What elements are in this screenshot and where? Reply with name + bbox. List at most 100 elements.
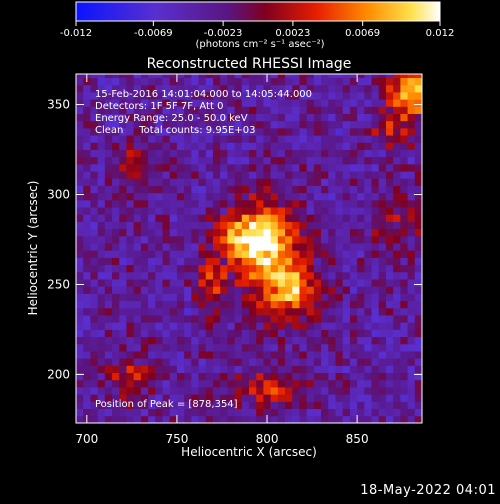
image-pixel <box>83 142 91 150</box>
image-pixel <box>140 192 149 201</box>
image-pixel <box>357 322 365 330</box>
image-pixel <box>249 264 257 273</box>
image-pixel <box>162 228 171 237</box>
image-pixel <box>227 293 235 302</box>
image-pixel <box>321 322 329 330</box>
x-axis-ticks: 700 750 800 850 <box>75 74 369 446</box>
image-pixel <box>357 315 365 323</box>
image-pixel <box>249 351 257 359</box>
image-pixel <box>263 163 272 172</box>
image-pixel <box>328 343 336 352</box>
image-pixel <box>83 178 91 186</box>
image-pixel <box>400 365 408 374</box>
image-pixel <box>349 286 358 294</box>
image-pixel <box>133 221 142 230</box>
image-pixel <box>234 156 243 165</box>
image-pixel <box>155 264 163 273</box>
image-pixel <box>112 358 120 366</box>
image-pixel <box>176 135 185 143</box>
image-pixel <box>169 192 178 201</box>
image-pixel <box>371 293 380 302</box>
image-pixel <box>119 192 127 201</box>
image-pixel <box>191 379 199 388</box>
image-pixel <box>220 106 228 114</box>
image-pixel <box>335 84 344 93</box>
image-pixel <box>148 207 156 215</box>
image-pixel <box>313 91 322 100</box>
image-pixel <box>414 127 422 136</box>
image-pixel <box>205 142 214 150</box>
image-pixel <box>407 408 416 417</box>
image-pixel <box>321 171 329 179</box>
image-pixel <box>169 408 178 417</box>
image-pixel <box>104 142 113 150</box>
image-pixel <box>169 243 178 251</box>
image-pixel <box>205 286 214 294</box>
annotation-clean-counts: Clean Total counts: 9.95E+03 <box>95 125 255 136</box>
image-pixel <box>241 127 250 136</box>
image-pixel <box>90 250 99 258</box>
image-pixel <box>321 351 329 359</box>
x-tick-label: 850 <box>346 432 369 446</box>
image-pixel <box>90 149 99 158</box>
image-pixel <box>263 84 272 93</box>
image-pixel <box>249 113 257 122</box>
image-pixel <box>335 221 344 230</box>
image-pixel <box>321 207 329 215</box>
image-pixel <box>76 207 84 215</box>
image-pixel <box>162 84 171 93</box>
image-pixel <box>256 106 264 114</box>
image-pixel <box>184 257 192 266</box>
image-pixel <box>328 401 336 410</box>
image-pixel <box>342 250 351 258</box>
image-pixel <box>191 401 199 410</box>
image-pixel <box>292 336 300 345</box>
image-pixel <box>104 315 113 323</box>
image-pixel <box>306 243 315 251</box>
image-pixel <box>285 286 293 294</box>
image-pixel <box>191 387 199 395</box>
image-pixel <box>263 307 272 316</box>
image-pixel <box>104 387 113 395</box>
image-pixel <box>263 178 272 186</box>
image-pixel <box>349 135 358 143</box>
image-pixel <box>162 279 171 287</box>
image-pixel <box>176 293 185 302</box>
image-pixel <box>313 127 322 136</box>
image-pixel <box>249 322 257 330</box>
image-pixel <box>313 156 322 165</box>
image-pixel <box>191 415 199 423</box>
image-pixel <box>256 228 264 237</box>
image-pixel <box>155 271 163 280</box>
image-pixel <box>321 329 329 338</box>
image-pixel <box>198 343 207 352</box>
image-pixel <box>76 415 84 423</box>
image-pixel <box>371 264 380 273</box>
image-pixel <box>299 74 308 78</box>
image-pixel <box>104 192 113 201</box>
image-pixel <box>119 228 127 237</box>
image-pixel <box>270 156 279 165</box>
image-pixel <box>191 142 199 150</box>
image-pixel <box>328 415 336 423</box>
image-pixel <box>119 221 127 230</box>
image-pixel <box>342 84 351 93</box>
image-pixel <box>162 329 171 338</box>
image-pixel <box>133 415 142 423</box>
image-pixel <box>256 307 264 316</box>
image-pixel <box>378 199 387 208</box>
image-pixel <box>400 214 408 222</box>
image-pixel <box>176 250 185 258</box>
image-pixel <box>205 185 214 194</box>
image-pixel <box>349 235 358 244</box>
image-pixel <box>299 401 308 410</box>
image-pixel <box>292 77 300 86</box>
image-pixel <box>191 365 199 374</box>
image-pixel <box>97 142 106 150</box>
image-pixel <box>313 336 322 345</box>
image-pixel <box>335 113 344 122</box>
image-pixel <box>97 293 106 302</box>
image-pixel <box>162 401 171 410</box>
image-pixel <box>328 99 336 107</box>
image-pixel <box>205 91 214 100</box>
